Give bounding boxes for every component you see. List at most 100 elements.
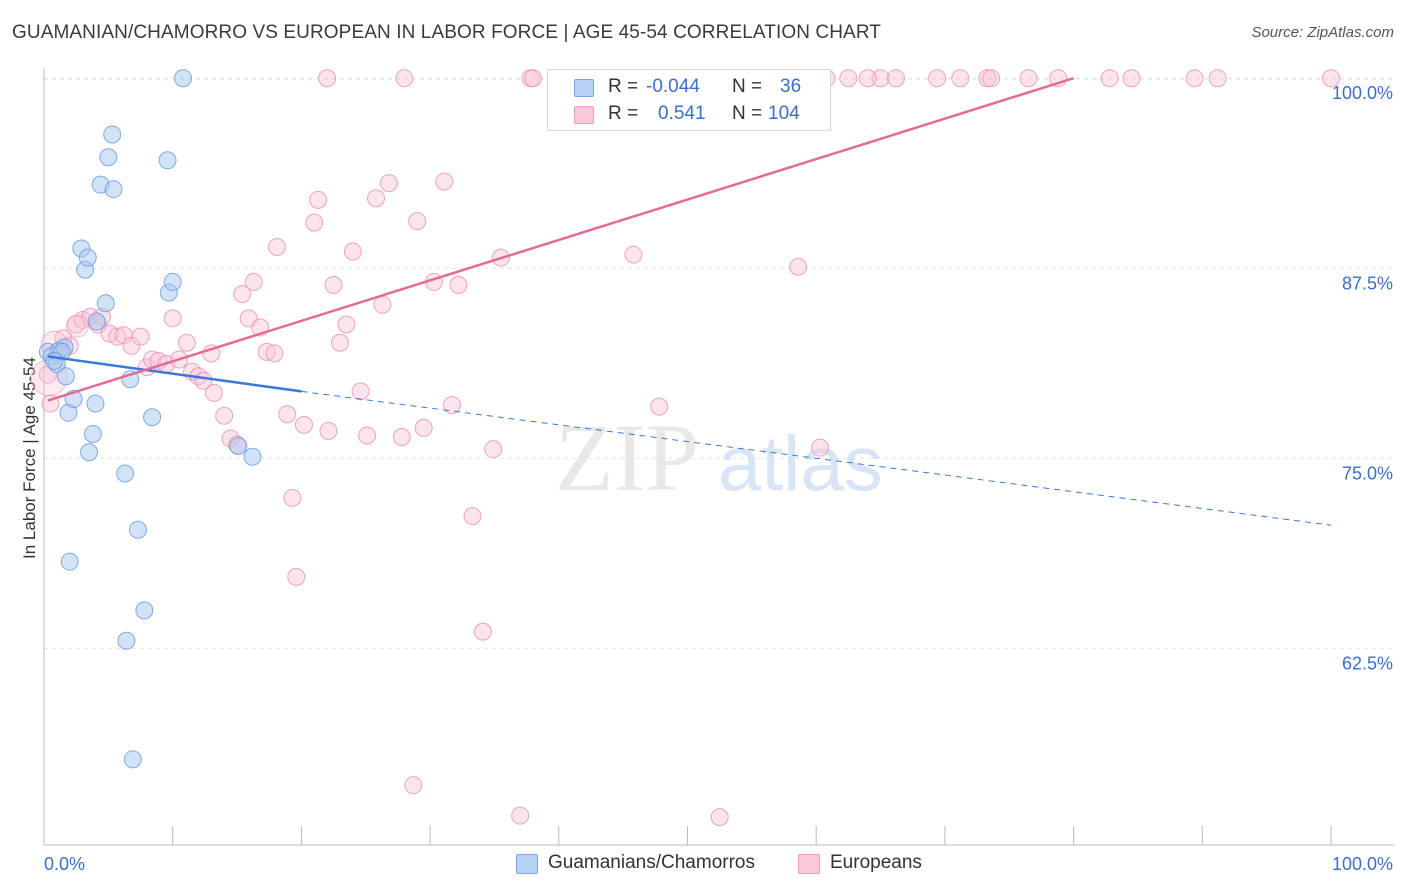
guamanians-point bbox=[173, 69, 192, 88]
guamanians-swatch bbox=[574, 79, 594, 97]
guamanians-r-value: -0.044 bbox=[646, 76, 700, 97]
europeans-point bbox=[449, 275, 468, 294]
guamanians-point bbox=[143, 408, 162, 427]
europeans-point bbox=[65, 314, 89, 338]
europeans-legend-swatch bbox=[798, 854, 820, 874]
r-label: R = bbox=[608, 103, 639, 124]
europeans-point bbox=[1322, 69, 1340, 88]
europeans-n-value: 104 bbox=[768, 103, 800, 124]
europeans-swatch bbox=[574, 106, 594, 124]
n-label: N = bbox=[732, 103, 763, 124]
guamanians-point bbox=[78, 248, 97, 267]
guamanians-point bbox=[163, 272, 182, 291]
europeans-point bbox=[1208, 69, 1227, 88]
grid bbox=[44, 77, 1395, 649]
europeans-point bbox=[484, 440, 503, 459]
europeans-point bbox=[204, 383, 223, 402]
guamanians-point bbox=[96, 294, 115, 313]
chart-source: Source: ZipAtlas.com bbox=[1251, 24, 1394, 41]
europeans-point bbox=[1185, 69, 1204, 88]
europeans-point bbox=[233, 285, 252, 304]
watermark-zip: ZIP bbox=[555, 404, 699, 511]
guamanians-n-value: 36 bbox=[780, 76, 802, 97]
europeans-point bbox=[67, 315, 86, 334]
europeans-point bbox=[928, 69, 947, 88]
y-tick-label: 100.0% bbox=[1332, 83, 1393, 103]
europeans-point bbox=[1122, 69, 1141, 88]
guamanians-legend-swatch bbox=[516, 854, 538, 874]
guamanians-point bbox=[104, 180, 123, 199]
europeans-point bbox=[351, 382, 370, 401]
europeans-points bbox=[30, 69, 1340, 827]
europeans-point bbox=[337, 315, 356, 334]
europeans-point bbox=[442, 396, 461, 415]
europeans-point bbox=[1100, 69, 1119, 88]
europeans-point bbox=[267, 237, 286, 256]
y-tick-label: 75.0% bbox=[1342, 463, 1393, 483]
guamanians-point bbox=[56, 367, 75, 386]
europeans-point bbox=[789, 257, 808, 276]
europeans-point bbox=[473, 622, 492, 641]
europeans-point bbox=[886, 69, 905, 88]
guamanians-point bbox=[87, 312, 106, 331]
guamanians-point bbox=[128, 520, 147, 539]
europeans-point bbox=[131, 327, 150, 346]
europeans-point bbox=[215, 406, 234, 425]
guamanians-trend-line bbox=[47, 355, 302, 393]
guamanians-points bbox=[38, 69, 262, 769]
guamanians-point bbox=[243, 447, 262, 466]
europeans-point bbox=[283, 488, 302, 507]
europeans-point bbox=[202, 344, 221, 363]
europeans-point bbox=[294, 415, 313, 434]
stats-legend: R = -0.044 N = 36 R = 0.541 N = 104 bbox=[547, 69, 831, 131]
guamanians-point bbox=[103, 125, 122, 144]
europeans-point bbox=[265, 344, 284, 363]
europeans-point bbox=[404, 776, 423, 795]
guamanians-point bbox=[60, 552, 79, 571]
europeans-point bbox=[435, 172, 454, 191]
europeans-point bbox=[414, 418, 433, 437]
y-tick-label: 62.5% bbox=[1342, 653, 1393, 673]
europeans-point bbox=[978, 69, 997, 88]
axes bbox=[43, 68, 1395, 846]
guamanians-point bbox=[80, 443, 99, 462]
europeans-point bbox=[108, 327, 127, 346]
guamanians-point bbox=[116, 464, 135, 483]
guamanians-point bbox=[86, 394, 105, 413]
europeans-point bbox=[373, 295, 392, 314]
guamanians-point bbox=[83, 424, 102, 443]
y-tick-label: 87.5% bbox=[1342, 273, 1393, 293]
europeans-point bbox=[244, 272, 263, 291]
europeans-point bbox=[395, 69, 414, 88]
guamanians-point bbox=[45, 351, 64, 370]
europeans-point bbox=[122, 336, 141, 355]
guamanians-point bbox=[123, 750, 142, 769]
europeans-point bbox=[358, 426, 377, 445]
europeans-point bbox=[511, 806, 530, 825]
europeans-point bbox=[811, 438, 830, 457]
europeans-point bbox=[177, 333, 196, 352]
guamanians-point bbox=[117, 631, 136, 650]
europeans-point bbox=[624, 245, 643, 264]
x-tick-label: 0.0% bbox=[44, 854, 85, 874]
europeans-point bbox=[343, 242, 362, 261]
europeans-point bbox=[324, 275, 343, 294]
guamanians-point bbox=[99, 148, 118, 167]
trend-lines bbox=[47, 77, 1332, 526]
europeans-point bbox=[1019, 69, 1038, 88]
europeans-point bbox=[951, 69, 970, 88]
chart-title: GUAMANIAN/CHAMORRO VS EUROPEAN IN LABOR … bbox=[12, 22, 882, 43]
europeans-point bbox=[278, 405, 297, 424]
europeans-point bbox=[163, 309, 182, 328]
europeans-point bbox=[318, 69, 337, 88]
guamanians-legend-label: Guamanians/Chamorros bbox=[548, 852, 755, 873]
europeans-trend-line bbox=[47, 77, 1074, 402]
guamanians-trend-extension bbox=[301, 390, 1332, 526]
europeans-point bbox=[408, 212, 427, 231]
europeans-point bbox=[858, 69, 877, 88]
x-tick-label: 100.0% bbox=[1332, 854, 1393, 874]
n-label: N = bbox=[732, 76, 763, 97]
europeans-r-value: 0.541 bbox=[658, 103, 706, 124]
europeans-point bbox=[650, 397, 669, 416]
